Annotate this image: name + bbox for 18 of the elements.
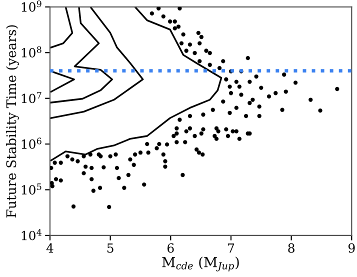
- y-tick-label: 10$^{9}$: [22, 0, 42, 12]
- y-axis-title: Future Stability Time (years): [6, 25, 19, 218]
- x-tick-label: 6: [168, 243, 174, 253]
- y-tick-label: 10$^{5}$: [22, 183, 42, 195]
- y-tick-label: 10$^{8}$: [22, 46, 42, 58]
- x-tick-label: 5: [107, 243, 114, 253]
- x-tick-label: 8: [288, 243, 294, 253]
- x-tick-label: 9: [348, 243, 355, 253]
- y-tick-label: 10$^{4}$: [22, 229, 42, 240]
- y-tick-label: 10$^{6}$: [22, 138, 42, 149]
- line-series: [50, 6, 144, 119]
- line-series: [50, 6, 222, 162]
- x-tick-label: 4: [46, 243, 54, 253]
- line-series: [50, 6, 113, 104]
- x-axis-title: M$_{cde}$ (M$_{Jup}$): [162, 256, 239, 272]
- line-series: [50, 6, 74, 48]
- y-tick-label: 10$^{7}$: [22, 92, 42, 104]
- x-tick-label: 7: [228, 243, 234, 253]
